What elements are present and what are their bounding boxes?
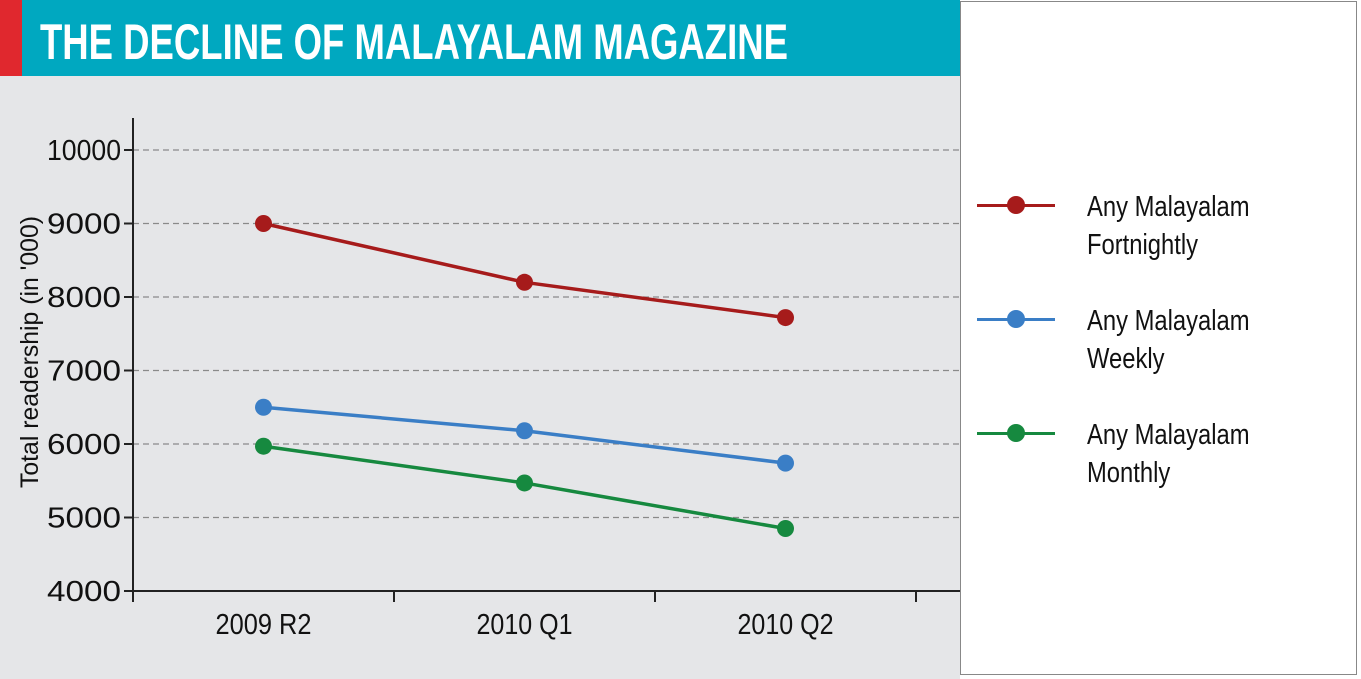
title-bar: [0, 0, 960, 76]
legend-label: Any Malayalam Fortnightly: [1087, 191, 1250, 261]
y-axis-title: Total readership (in '000): [16, 216, 44, 488]
legend-swatch-marker: [1007, 310, 1025, 328]
data-point: [516, 474, 533, 492]
x-tick-label: 2010 Q1: [477, 609, 573, 641]
data-point: [255, 215, 272, 232]
y-tick-label: 6000: [47, 429, 121, 461]
y-tick-label: 9000: [47, 209, 121, 241]
legend-item-fortnightly: Any Malayalam Fortnightly: [975, 188, 1345, 268]
data-point: [255, 398, 272, 416]
plot-area: 4000 5000 6000 7000 8000 9000 10000 2009 R2 2010…: [16, 118, 960, 641]
data-point: [516, 273, 533, 291]
chart-title: THE DECLINE OF MALAYALAM MAGAZINE: [40, 14, 788, 70]
data-point: [777, 309, 794, 327]
data-point: [255, 437, 272, 455]
data-point: [777, 454, 794, 472]
legend-swatch-marker: [1007, 424, 1025, 442]
y-tick-label: 8000: [47, 282, 121, 314]
legend-item-monthly: Any Malayalam Monthly: [975, 416, 1345, 496]
data-point: [516, 422, 533, 440]
legend-item-weekly: Any Malayalam Weekly: [975, 302, 1345, 382]
plot-background: [0, 76, 960, 679]
title-accent: [0, 0, 22, 76]
y-tick-label: 10000: [47, 135, 121, 167]
legend-label: Any Malayalam Weekly: [1087, 305, 1250, 375]
x-tick-label: 2009 R2: [216, 609, 312, 641]
legend-swatch-marker: [1007, 196, 1025, 214]
legend: Any Malayalam Fortnightly Any Malayalam …: [960, 1, 1357, 675]
data-point: [777, 520, 794, 538]
x-tick-label: 2010 Q2: [738, 609, 834, 641]
y-tick-label: 5000: [47, 503, 121, 535]
y-tick-label: 4000: [47, 576, 121, 608]
y-tick-label: 7000: [47, 356, 121, 388]
legend-label: Any Malayalam Monthly: [1087, 419, 1250, 489]
